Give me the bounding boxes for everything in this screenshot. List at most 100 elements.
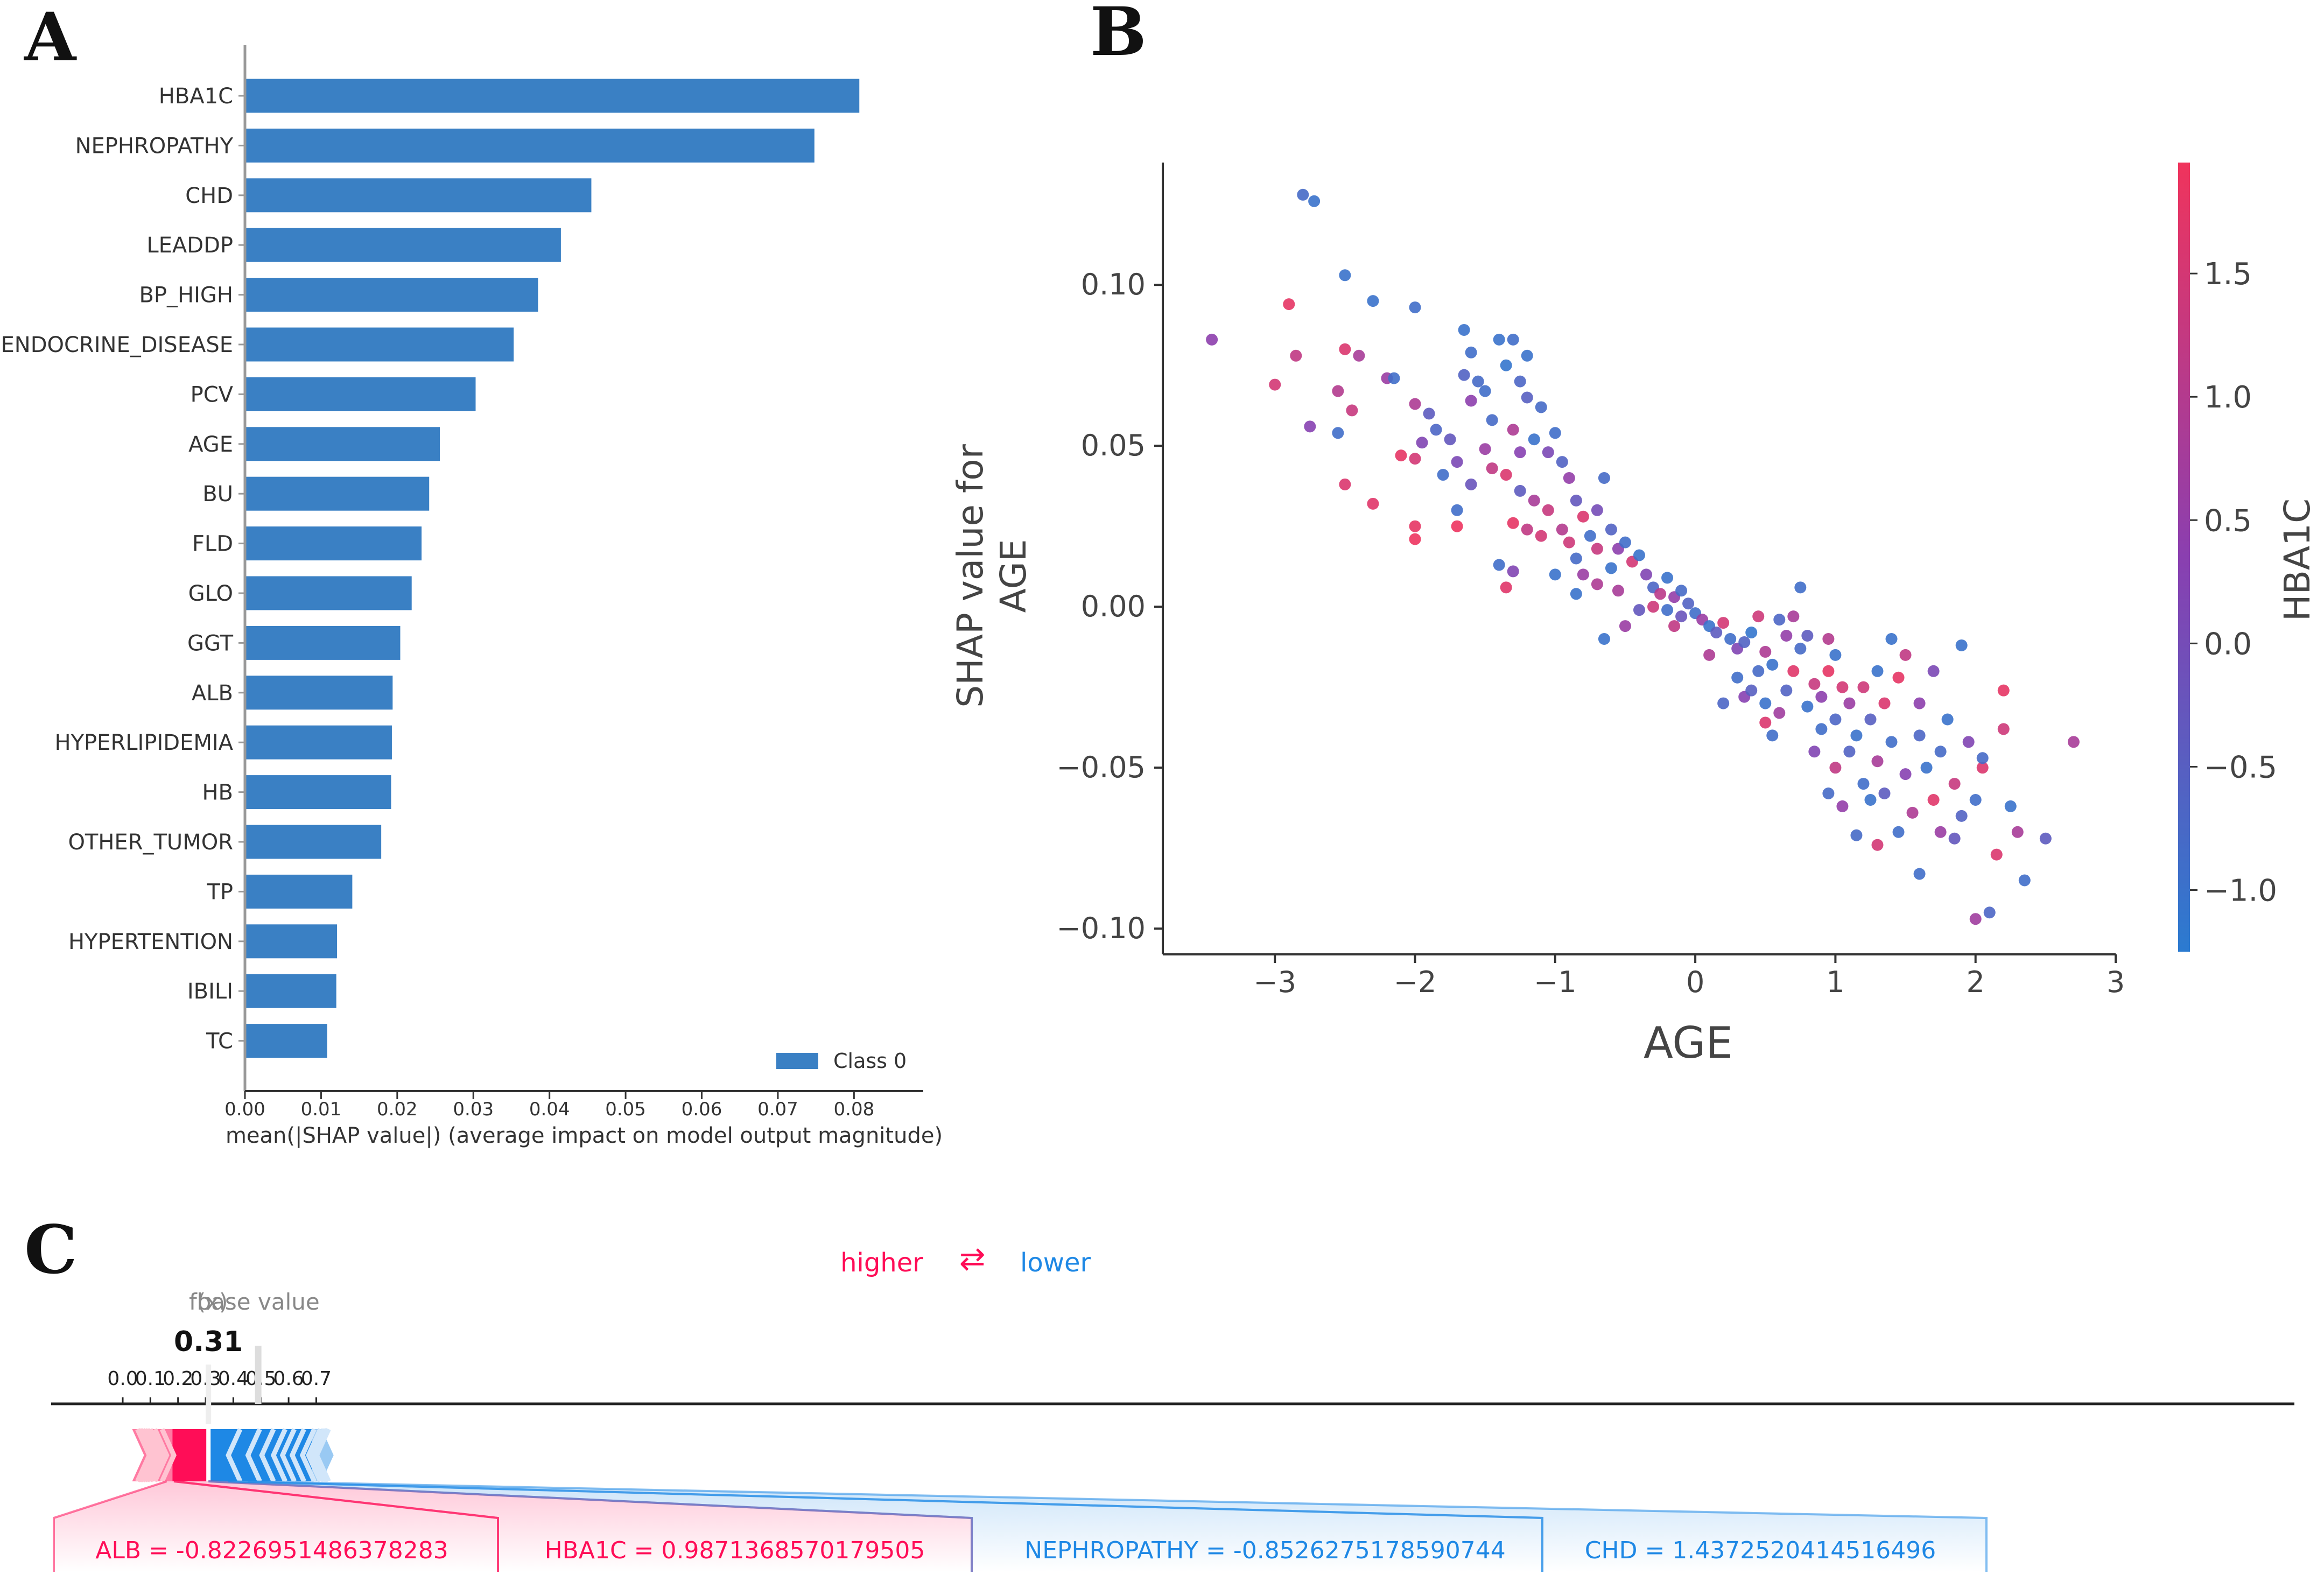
- x-tick-label: 1: [1826, 965, 1844, 999]
- segment-chevron: [279, 1428, 297, 1482]
- scatter-point: [1913, 697, 1926, 709]
- scatter-point: [1507, 424, 1519, 436]
- category-label: HBA1C: [159, 84, 233, 109]
- colorbar-label: HBA1C: [2277, 498, 2318, 621]
- scatter-point: [1521, 349, 1533, 362]
- scatter-point: [1549, 568, 1561, 581]
- scatter-plot-panel-b: −0.10 −0.05 0.00 0.05 0.10 −3 −2 −1 0 1 2 3 SHAP v…: [950, 163, 2318, 1068]
- scatter-point: [1633, 604, 1645, 616]
- feature-connector-fill: [54, 1481, 498, 1572]
- scatter-point: [1997, 684, 2010, 697]
- scatter-point: [1829, 649, 1842, 661]
- scatter-point: [1612, 585, 1624, 597]
- scatter-point: [1738, 636, 1751, 648]
- x-tick-label: 0.08: [834, 1099, 875, 1120]
- x-tick-label: 0.05: [605, 1099, 646, 1120]
- scatter-point: [1794, 642, 1807, 655]
- scatter-point: [1913, 868, 1926, 880]
- scatter-point: [1283, 298, 1295, 311]
- y-axis-label-line2: AGE: [993, 539, 1034, 613]
- scatter-point: [1745, 684, 1758, 697]
- x-tick-label: 0.01: [301, 1099, 342, 1120]
- fx-divider: [206, 1427, 211, 1483]
- scatter-point: [1388, 372, 1400, 384]
- scatter-point: [1892, 671, 1905, 684]
- base-value-marker: [255, 1346, 262, 1404]
- colorbar-tick-label: −1.0: [2204, 873, 2277, 908]
- scatter-point: [1367, 497, 1379, 510]
- scatter-point: [1661, 572, 1674, 584]
- scatter-point: [1899, 768, 1912, 781]
- segment-chevron: [259, 1428, 276, 1482]
- segment-chevron: [135, 1428, 152, 1482]
- bar-group: [245, 79, 860, 1058]
- scatter-point: [2011, 826, 2024, 838]
- scatter-point: [1430, 424, 1442, 436]
- scatter-point: [1780, 630, 1793, 642]
- segment-chevron: [245, 1428, 262, 1482]
- category-label: TP: [206, 880, 233, 904]
- x-tick-label: 0.03: [453, 1099, 494, 1120]
- scatter-point: [1997, 723, 2010, 735]
- scatter-point: [1962, 736, 1975, 748]
- scatter-point: [1570, 552, 1582, 565]
- scatter-point: [1297, 188, 1309, 201]
- scatter-point: [1857, 681, 1870, 693]
- x-tick-label: 2: [1967, 965, 1985, 999]
- base-value-label: base value: [197, 1289, 320, 1315]
- bar-bu: [245, 476, 430, 511]
- legend: Class 0: [776, 1049, 907, 1073]
- scatter-point: [1416, 437, 1428, 449]
- scatter-point: [1983, 906, 1996, 919]
- feature-connector-fill: [173, 1481, 972, 1572]
- scatter-point: [1759, 697, 1772, 709]
- scatter-point: [1493, 333, 1505, 346]
- scatter-point: [1395, 449, 1407, 462]
- scatter-point: [1570, 494, 1582, 507]
- bar-nephropathy: [245, 128, 815, 163]
- category-label: BU: [202, 482, 233, 507]
- x-tick-label: 0.06: [682, 1099, 722, 1120]
- scatter-point: [1675, 585, 1688, 597]
- scatter-point: [1367, 295, 1379, 307]
- scatter-point: [1815, 723, 1828, 735]
- segment-chevron: [314, 1428, 331, 1482]
- scatter-point: [1598, 632, 1610, 645]
- scatter-point: [1906, 806, 1919, 819]
- segment-chevron: [306, 1428, 323, 1482]
- bar-hyperlipidemia: [245, 725, 392, 760]
- scatter-point: [1850, 829, 1863, 841]
- scatter-point: [1269, 378, 1281, 391]
- bar-tc: [245, 1024, 327, 1058]
- category-label: OTHER_TUMOR: [68, 830, 233, 855]
- axis-tick-label: 0.6: [273, 1368, 304, 1390]
- bar-glo: [245, 576, 412, 610]
- scatter-points: [1206, 188, 2080, 925]
- scatter-point: [1976, 762, 1989, 774]
- scatter-point: [1899, 649, 1912, 661]
- bar-tp: [245, 874, 353, 909]
- segment-chevron: [299, 1428, 317, 1482]
- axis-tick-label: 0.7: [301, 1368, 332, 1390]
- scatter-point: [1955, 639, 1968, 651]
- scatter-point: [1815, 691, 1828, 703]
- scatter-point: [1409, 398, 1421, 410]
- segment-chevron: [152, 1428, 170, 1482]
- bar-hba1c: [245, 79, 860, 113]
- scatter-point: [1759, 716, 1772, 729]
- scatter-point: [1570, 588, 1582, 600]
- category-label: HYPERTENTION: [68, 930, 233, 954]
- scatter-point: [1598, 472, 1610, 484]
- axis-tick-label: 0.3: [190, 1368, 221, 1390]
- scatter-point: [1885, 736, 1898, 748]
- colorbar-tick-label: −0.5: [2204, 750, 2277, 785]
- x-tick-label: −1: [1534, 965, 1577, 999]
- scatter-point: [1479, 443, 1491, 455]
- scatter-point: [1717, 617, 1730, 629]
- bar-age: [245, 427, 440, 461]
- feature-label: CHD = 1.4372520414516496: [1585, 1537, 1936, 1564]
- scatter-point: [1619, 536, 1631, 549]
- scatter-point: [1969, 913, 1982, 925]
- scatter-point: [1465, 395, 1477, 407]
- colorbar-ticks: −1.0 −0.5 0.0 0.5 1.0 1.5: [2190, 257, 2277, 908]
